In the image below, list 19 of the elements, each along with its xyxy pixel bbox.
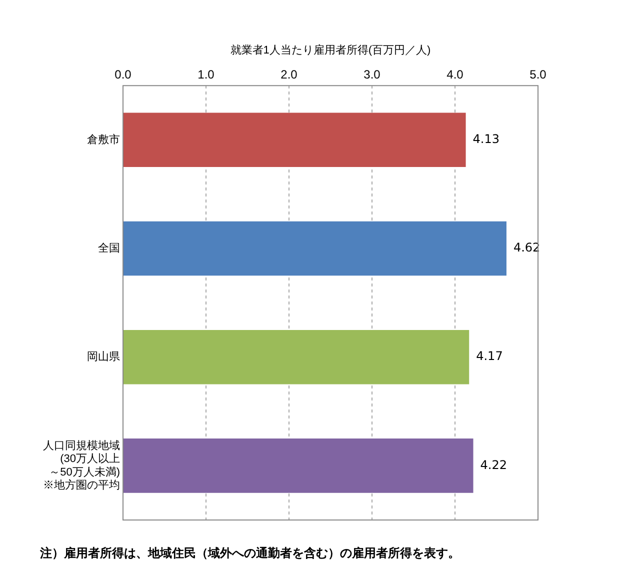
bar xyxy=(124,330,470,384)
x-axis-title: 就業者1人当たり雇用者所得(百万円／人) xyxy=(230,44,431,57)
x-tick-label: 1.0 xyxy=(198,68,215,82)
bar xyxy=(124,221,506,276)
x-tick-label: 3.0 xyxy=(364,68,381,82)
data-label: 4.13 xyxy=(472,132,500,146)
bar xyxy=(124,438,474,493)
x-tick-label: 5.0 xyxy=(530,68,547,82)
y-tick-label: 倉敷市 xyxy=(87,132,120,146)
y-tick-label: 岡山県 xyxy=(87,350,120,364)
x-tick-label: 0.0 xyxy=(114,68,132,82)
x-tick-label: 2.0 xyxy=(280,68,298,82)
data-label: 4.22 xyxy=(480,458,507,472)
text: 注）雇用者所得は、地域住民（域外への通勤者を含む）の雇用者所得を表す。 xyxy=(40,545,460,562)
y-tick-label: 全国 xyxy=(98,242,120,255)
x-tick-label: 4.0 xyxy=(446,68,464,82)
y-tick-label: 人口同規模地域 (30万人以上～50万人未満) ※地方圏の平均 xyxy=(43,438,120,492)
bar xyxy=(124,112,466,168)
data-label: 4.17 xyxy=(476,349,503,364)
